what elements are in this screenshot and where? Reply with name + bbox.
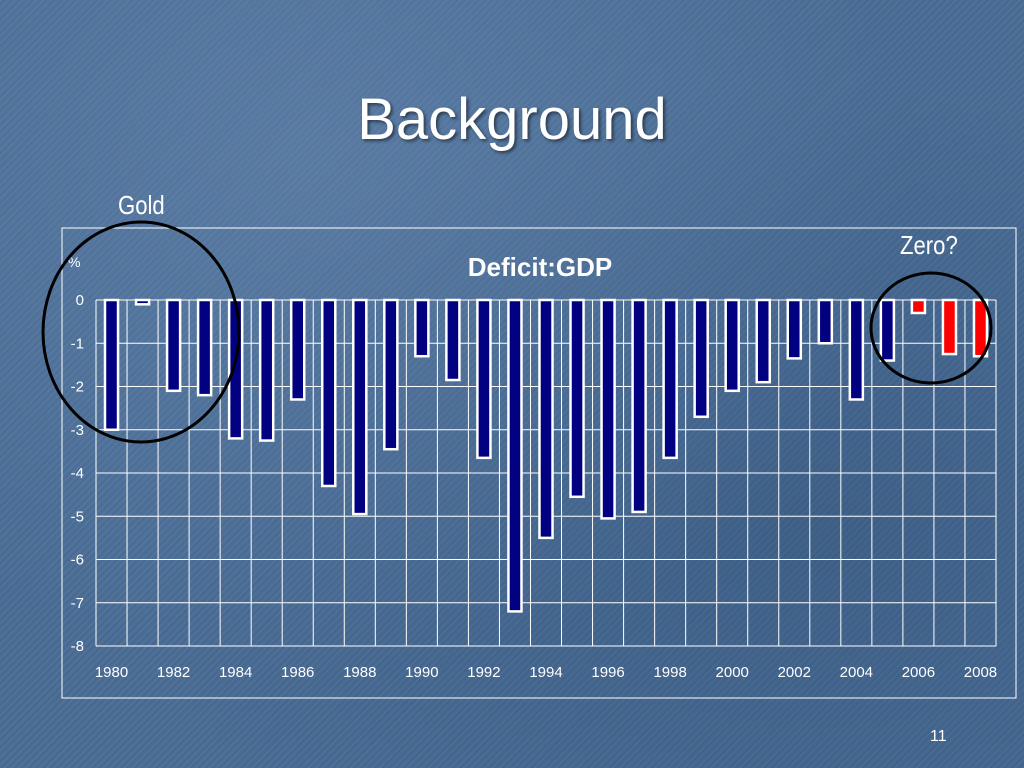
page-number: 11	[930, 728, 947, 745]
bar-1980	[103, 298, 120, 431]
bar-2002	[786, 298, 803, 360]
grid-lines	[95, 299, 997, 647]
y-tick-label: -5	[71, 508, 84, 525]
x-tick-label: 1986	[281, 664, 314, 681]
x-tick-label: 1984	[219, 664, 252, 681]
bar-1990	[414, 298, 430, 358]
y-tick-label: -6	[71, 552, 84, 569]
bar-1986	[289, 298, 306, 401]
chart-frame	[61, 227, 1017, 699]
x-tick-label: 1992	[467, 664, 500, 681]
gold-circle	[41, 220, 241, 444]
y-tick-label: -3	[71, 422, 84, 439]
x-tick-label: 1980	[95, 664, 128, 681]
bar-2006	[910, 298, 927, 315]
x-tick-label: 1998	[653, 664, 686, 681]
bar-1984	[227, 298, 244, 440]
bar-1991	[445, 298, 461, 382]
y-tick-label: -8	[71, 638, 84, 655]
bar-1993	[507, 298, 523, 613]
y-tick-label: -2	[71, 379, 84, 396]
bar-1982	[165, 298, 182, 393]
bar-2004	[848, 298, 865, 401]
bar-1994	[538, 298, 554, 540]
bar-2008	[972, 298, 989, 358]
zero-annotation: Zero?	[900, 230, 958, 260]
x-tick-label: 1994	[529, 664, 562, 681]
x-tick-label: 2006	[902, 664, 935, 681]
x-tick-label: 1988	[343, 664, 376, 681]
x-tick-label: 2002	[778, 664, 811, 681]
x-tick-label: 2008	[964, 664, 997, 681]
slide-title: Background	[357, 87, 667, 152]
bar-2007	[941, 298, 958, 356]
bar-2003	[817, 298, 834, 345]
y-tick-label: -7	[71, 595, 84, 612]
y-tick-label: -4	[71, 465, 84, 482]
y-tick-label: 0	[76, 292, 84, 309]
bar-1999	[693, 298, 709, 419]
chart-title: Deficit:GDP	[468, 252, 612, 282]
x-tick-label: 1982	[157, 664, 190, 681]
x-tick-label: 2000	[716, 664, 749, 681]
bar-1983	[196, 298, 213, 397]
bar-1998	[662, 298, 678, 460]
bar-2001	[755, 298, 772, 384]
x-tick-labels: 1980 1982 1984 1986 1988 1990 1992 1994 1996 1998…	[95, 664, 997, 681]
bar-1997	[631, 298, 647, 514]
bar-1987	[320, 298, 337, 488]
zero-circle	[869, 271, 993, 385]
bar-1988	[352, 298, 368, 516]
bar-1989	[383, 298, 399, 451]
bar-2000	[724, 298, 740, 393]
y-tick-labels: 0 -1 -2 -3 -4 -5 -6 -7 -8	[71, 292, 84, 655]
x-tick-label: 2004	[840, 664, 873, 681]
y-unit-label: %	[68, 254, 80, 270]
x-tick-label: 1996	[591, 664, 624, 681]
bar-2005	[879, 298, 896, 362]
bars	[103, 298, 989, 613]
gold-annotation: Gold	[118, 190, 165, 220]
bar-1981	[134, 298, 151, 306]
bar-1995	[569, 298, 585, 499]
y-tick-label: -1	[71, 335, 84, 352]
bar-1996	[600, 298, 616, 520]
bar-1992	[476, 298, 492, 460]
bar-1985	[258, 298, 275, 442]
x-tick-label: 1990	[405, 664, 438, 681]
